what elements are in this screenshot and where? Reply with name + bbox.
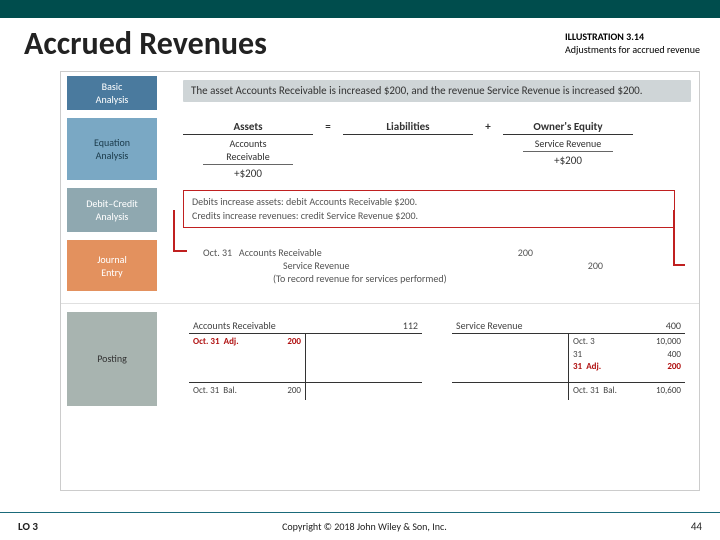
- je-note: (To record revenue for services performe…: [203, 272, 463, 285]
- row-journal: Journal Entry Oct. 31 Accounts Receivabl…: [61, 236, 699, 295]
- arrow-line: [173, 210, 175, 250]
- row-equation: Equation Analysis Assets Accounts Receiv…: [61, 114, 699, 184]
- eq-owner-sub: Service Revenue: [523, 137, 613, 152]
- tacct-ar-num: 112: [403, 319, 418, 332]
- eq-assets-sub: Accounts Receivable: [203, 137, 293, 165]
- je-account-cr: Service Revenue: [253, 259, 349, 272]
- page-number: 44: [691, 520, 702, 533]
- page-title: Accrued Revenues: [24, 24, 267, 63]
- label-basic-analysis: Basic Analysis: [67, 76, 157, 110]
- row-basic: Basic Analysis The asset Accounts Receiv…: [61, 72, 699, 114]
- arrow-line: [673, 210, 675, 264]
- tacct-ar-debit-side: Oct. 31 Adj.200: [189, 334, 306, 382]
- illustration-caption: Adjustments for accrued revenue: [565, 43, 700, 56]
- je-account-dr: Accounts Receivable: [239, 246, 322, 259]
- illustration-label: ILLUSTRATION 3.14 Adjustments for accrue…: [565, 30, 700, 56]
- footer-bar: LO 3 Copyright © 2018 John Wiley & Son, …: [0, 512, 720, 540]
- tacct-sr-credit-side: Oct. 310,000 31400 31 Adj.200: [569, 334, 685, 382]
- t-account-sr: Service Revenue 400 Oct. 310,000 31400 3…: [452, 318, 685, 400]
- tacct-ar-title: Accounts Receivable: [193, 319, 276, 332]
- row-posting: Posting Accounts Receivable 112 Oct. 31 …: [61, 303, 699, 410]
- arrow-line: [673, 264, 685, 266]
- label-debit-credit: Debit–Credit Analysis: [67, 188, 157, 232]
- header: Accrued Revenues ILLUSTRATION 3.14 Adjus…: [0, 18, 720, 67]
- arrow-line: [173, 250, 187, 252]
- t-account-ar: Accounts Receivable 112 Oct. 31 Adj.200 …: [189, 318, 422, 400]
- top-bar: [0, 0, 720, 18]
- tacct-sr-title: Service Revenue: [456, 319, 522, 332]
- eq-assets-header: Assets: [183, 120, 313, 135]
- label-equation-analysis: Equation Analysis: [67, 118, 157, 180]
- journal-entry-area: Oct. 31 Accounts Receivable 200 Service …: [183, 240, 691, 291]
- label-journal-entry: Journal Entry: [67, 240, 157, 291]
- row-debit-credit: Debit–Credit Analysis Debits increase as…: [61, 184, 699, 236]
- tacct-sr-num: 400: [666, 319, 681, 332]
- je-credit-amount: 200: [533, 259, 603, 272]
- copyright-text: Copyright © 2018 John Wiley & Son, Inc.: [282, 520, 447, 533]
- debit-credit-text: Debits increase assets: debit Accounts R…: [183, 190, 675, 228]
- eq-plus: +: [473, 120, 503, 133]
- eq-owner-val: +$200: [503, 154, 633, 167]
- tacct-ar-credit-side: [306, 334, 422, 382]
- je-date: Oct. 31: [203, 246, 232, 259]
- label-posting: Posting: [67, 312, 157, 406]
- eq-assets-val: +$200: [183, 167, 313, 180]
- eq-owner-header: Owner's Equity: [503, 120, 633, 135]
- je-debit-amount: 200: [463, 246, 533, 259]
- tacct-sr-debit-side: [452, 334, 569, 382]
- eq-liab-header: Liabilities: [343, 120, 473, 135]
- learning-objective: LO 3: [18, 520, 38, 533]
- eq-equals: =: [313, 120, 343, 133]
- content-box: Basic Analysis The asset Accounts Receiv…: [60, 71, 700, 491]
- basic-analysis-text: The asset Accounts Receivable is increas…: [183, 80, 691, 102]
- illustration-number: ILLUSTRATION 3.14: [565, 30, 700, 43]
